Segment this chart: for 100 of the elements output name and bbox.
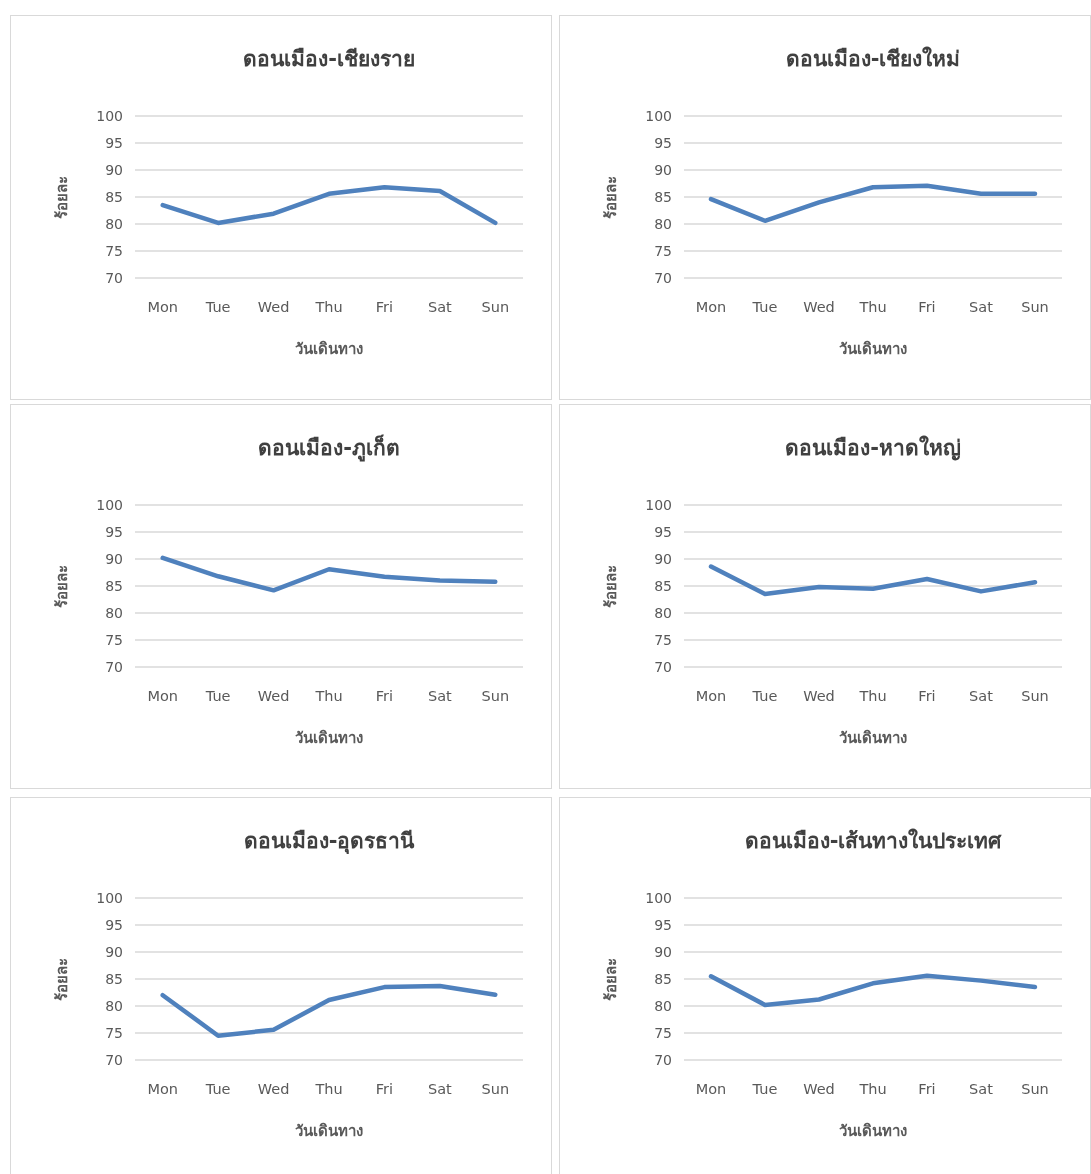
y-axis-title: ร้อยละ [602,564,620,608]
chart-title: ดอนเมือง-เชียงราย [243,47,415,71]
y-tick-label: 100 [645,890,672,906]
x-tick-label: Tue [204,1081,231,1097]
x-tick-label: Sat [969,299,994,315]
y-tick-label: 70 [654,659,672,675]
x-tick-label: Sun [1021,688,1049,704]
x-tick-label: Wed [803,688,835,704]
chart-title: ดอนเมือง-ภูเก็ต [258,434,400,462]
line-series [708,973,1038,1008]
x-axis-title: วันเดินทาง [839,729,907,747]
x-tick-label: Mon [147,1081,178,1097]
y-tick-label: 75 [105,1025,123,1041]
x-tick-label: Thu [858,688,887,704]
x-axis-title: วันเดินทาง [295,340,363,358]
y-tick-label: 80 [105,998,123,1014]
x-tick-label: Mon [147,299,178,315]
x-tick-label: Sun [1021,299,1049,315]
y-tick-label: 95 [105,917,123,933]
line-series [160,555,498,593]
y-tick-label: 80 [105,605,123,621]
y-tick-label: 90 [105,551,123,567]
y-tick-label: 75 [654,243,672,259]
x-tick-label: Thu [314,688,343,704]
x-tick-label: Thu [858,1081,887,1097]
y-tick-label: 100 [96,890,123,906]
x-tick-label: Wed [803,1081,835,1097]
chart-title: ดอนเมือง-เส้นทางในประเทศ [744,828,1003,853]
y-tick-label: 90 [654,944,672,960]
y-tick-label: 100 [96,497,123,513]
y-axis-title: ร้อยละ [53,175,71,219]
x-tick-label: Tue [204,299,231,315]
y-axis-title: ร้อยละ [53,957,71,1001]
y-tick-label: 80 [654,605,672,621]
y-tick-label: 100 [645,108,672,124]
chart-title: ดอนเมือง-อุดรธานี [243,829,416,855]
x-tick-label: Sat [969,1081,994,1097]
x-tick-label: Sun [1021,1081,1049,1097]
y-tick-label: 80 [105,216,123,232]
x-tick-label: Fri [375,299,394,315]
y-tick-label: 85 [105,971,123,987]
x-tick-label: Thu [314,299,343,315]
line-series [708,564,1038,597]
y-tick-label: 85 [105,189,123,205]
y-tick-label: 95 [105,135,123,151]
y-tick-label: 90 [654,551,672,567]
y-tick-label: 95 [654,135,672,151]
x-tick-label: Sun [481,688,510,704]
y-tick-label: 70 [105,270,123,286]
y-tick-label: 70 [105,659,123,675]
y-tick-label: 95 [105,524,123,540]
y-tick-label: 70 [654,1052,672,1068]
x-tick-label: Wed [803,299,835,315]
y-axis-title: ร้อยละ [53,564,71,608]
line-series [160,983,498,1038]
x-tick-label: Mon [695,299,727,315]
y-tick-label: 85 [654,189,672,205]
y-tick-label: 70 [654,270,672,286]
x-tick-label: Tue [751,1081,778,1097]
x-tick-label: Sun [481,299,510,315]
x-tick-label: Mon [147,688,178,704]
y-tick-label: 75 [105,243,123,259]
x-tick-label: Mon [695,688,727,704]
y-tick-label: 95 [654,524,672,540]
y-tick-label: 100 [96,108,123,124]
y-axis-title: ร้อยละ [602,957,620,1001]
x-tick-label: Thu [858,299,887,315]
chart-title: ดอนเมือง-เชียงใหม่ [785,46,961,71]
x-axis-title: วันเดินทาง [839,340,907,358]
y-tick-label: 95 [654,917,672,933]
x-tick-label: Sat [427,1081,453,1097]
y-tick-label: 85 [654,971,672,987]
line-series [160,185,498,226]
chart-title: ดอนเมือง-หาดใหญ่ [785,435,961,461]
x-tick-label: Wed [257,1081,290,1097]
y-tick-label: 80 [654,998,672,1014]
y-tick-label: 75 [654,632,672,648]
x-tick-label: Fri [375,1081,394,1097]
x-tick-label: Wed [257,688,290,704]
x-tick-label: Tue [751,688,778,704]
x-tick-label: Sun [481,1081,510,1097]
x-tick-label: Wed [257,299,290,315]
x-tick-label: Fri [918,1081,936,1097]
y-tick-label: 85 [654,578,672,594]
y-tick-label: 90 [105,162,123,178]
x-axis-title: วันเดินทาง [295,1122,363,1140]
x-tick-label: Sat [427,299,453,315]
x-axis-title: วันเดินทาง [839,1122,907,1140]
y-tick-label: 75 [105,632,123,648]
x-tick-label: Thu [314,1081,343,1097]
x-axis-title: วันเดินทาง [295,729,363,747]
x-tick-label: Sat [969,688,994,704]
y-tick-label: 100 [645,497,672,513]
line-series [708,183,1038,224]
y-tick-label: 90 [654,162,672,178]
y-tick-label: 75 [654,1025,672,1041]
y-tick-label: 70 [105,1052,123,1068]
y-tick-label: 80 [654,216,672,232]
y-tick-label: 90 [105,944,123,960]
x-tick-label: Mon [695,1081,727,1097]
